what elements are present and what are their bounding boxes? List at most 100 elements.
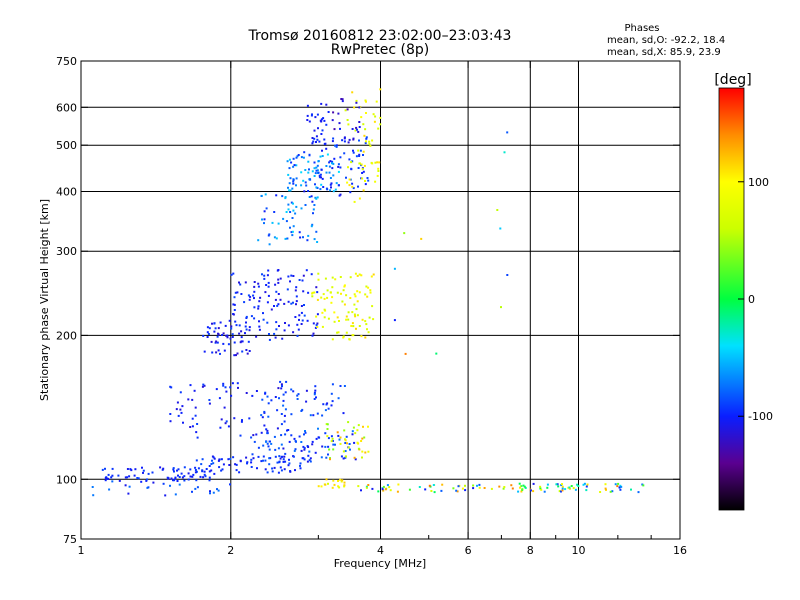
data-point xyxy=(300,323,303,325)
x-axis-label: Frequency [MHz] xyxy=(334,557,426,570)
data-point xyxy=(91,486,94,488)
data-point xyxy=(329,183,332,186)
data-point xyxy=(248,329,251,332)
colorbar-tick-label: 100 xyxy=(748,176,769,189)
data-point xyxy=(306,119,309,121)
data-point xyxy=(245,392,248,394)
data-point xyxy=(292,225,295,228)
data-point xyxy=(366,295,369,298)
data-point xyxy=(178,483,181,486)
data-point xyxy=(127,492,130,495)
data-point xyxy=(189,426,192,428)
data-point xyxy=(274,336,277,339)
data-point xyxy=(314,451,317,454)
data-point xyxy=(456,490,459,493)
data-point xyxy=(349,276,352,279)
data-point xyxy=(320,485,323,488)
data-point xyxy=(339,385,342,387)
data-point xyxy=(285,380,288,383)
data-point xyxy=(337,165,340,168)
data-point xyxy=(313,398,316,400)
data-point xyxy=(336,331,339,334)
data-point xyxy=(319,188,322,191)
data-point xyxy=(227,343,230,346)
data-point xyxy=(298,279,301,281)
data-point xyxy=(358,106,361,109)
data-point xyxy=(377,127,380,130)
data-point xyxy=(522,484,525,487)
data-point xyxy=(315,437,318,440)
data-point xyxy=(292,157,295,160)
data-point xyxy=(207,333,210,335)
data-point xyxy=(317,272,320,275)
data-point xyxy=(233,296,236,299)
data-point xyxy=(151,471,154,474)
data-point xyxy=(300,305,303,307)
data-point xyxy=(604,487,607,490)
data-point xyxy=(208,402,211,405)
y-tick-label: 750 xyxy=(56,55,77,68)
data-point xyxy=(276,409,279,412)
data-point xyxy=(520,490,523,493)
data-point xyxy=(343,285,346,288)
data-point xyxy=(312,332,315,335)
data-point xyxy=(351,322,354,325)
data-point xyxy=(304,430,306,432)
data-point xyxy=(261,218,263,221)
data-point xyxy=(377,167,380,170)
data-point xyxy=(227,458,230,461)
data-point xyxy=(334,188,337,191)
data-point xyxy=(267,415,270,418)
data-point xyxy=(294,469,296,472)
data-point xyxy=(189,384,192,387)
data-point xyxy=(301,279,304,282)
data-point xyxy=(455,489,458,492)
data-point xyxy=(316,196,319,199)
data-point xyxy=(334,443,336,446)
data-point xyxy=(256,467,258,470)
data-point xyxy=(310,273,313,276)
data-point xyxy=(212,491,215,494)
data-point xyxy=(208,399,211,401)
data-point xyxy=(351,185,354,188)
data-point xyxy=(310,114,313,117)
data-point xyxy=(250,315,253,318)
data-point xyxy=(325,403,328,406)
data-point xyxy=(295,156,298,159)
data-point xyxy=(313,167,316,170)
data-point xyxy=(258,300,261,303)
data-point xyxy=(208,479,211,482)
data-point xyxy=(217,489,220,492)
data-point xyxy=(327,445,330,448)
data-point xyxy=(335,145,338,148)
data-point xyxy=(265,440,267,443)
data-point xyxy=(557,485,560,488)
data-point xyxy=(282,447,285,450)
data-point xyxy=(349,297,352,299)
data-point xyxy=(307,171,310,174)
data-point xyxy=(294,212,297,215)
data-point xyxy=(195,479,198,482)
data-point xyxy=(435,352,438,355)
data-point xyxy=(337,184,340,187)
data-point xyxy=(266,274,269,277)
data-point xyxy=(261,416,264,419)
data-point xyxy=(363,436,366,439)
data-point xyxy=(169,420,172,423)
data-point xyxy=(354,129,357,132)
data-point xyxy=(372,318,375,321)
data-point xyxy=(290,434,293,437)
data-point xyxy=(203,473,206,476)
data-point xyxy=(521,489,524,491)
data-point xyxy=(306,114,309,117)
data-point xyxy=(288,158,291,161)
data-point xyxy=(321,129,324,132)
data-point xyxy=(358,126,361,128)
data-point xyxy=(355,327,357,330)
data-point xyxy=(107,473,110,476)
data-point xyxy=(478,486,481,489)
data-point xyxy=(104,479,107,482)
data-point xyxy=(540,488,543,491)
data-point xyxy=(276,269,279,272)
data-point xyxy=(316,412,319,415)
